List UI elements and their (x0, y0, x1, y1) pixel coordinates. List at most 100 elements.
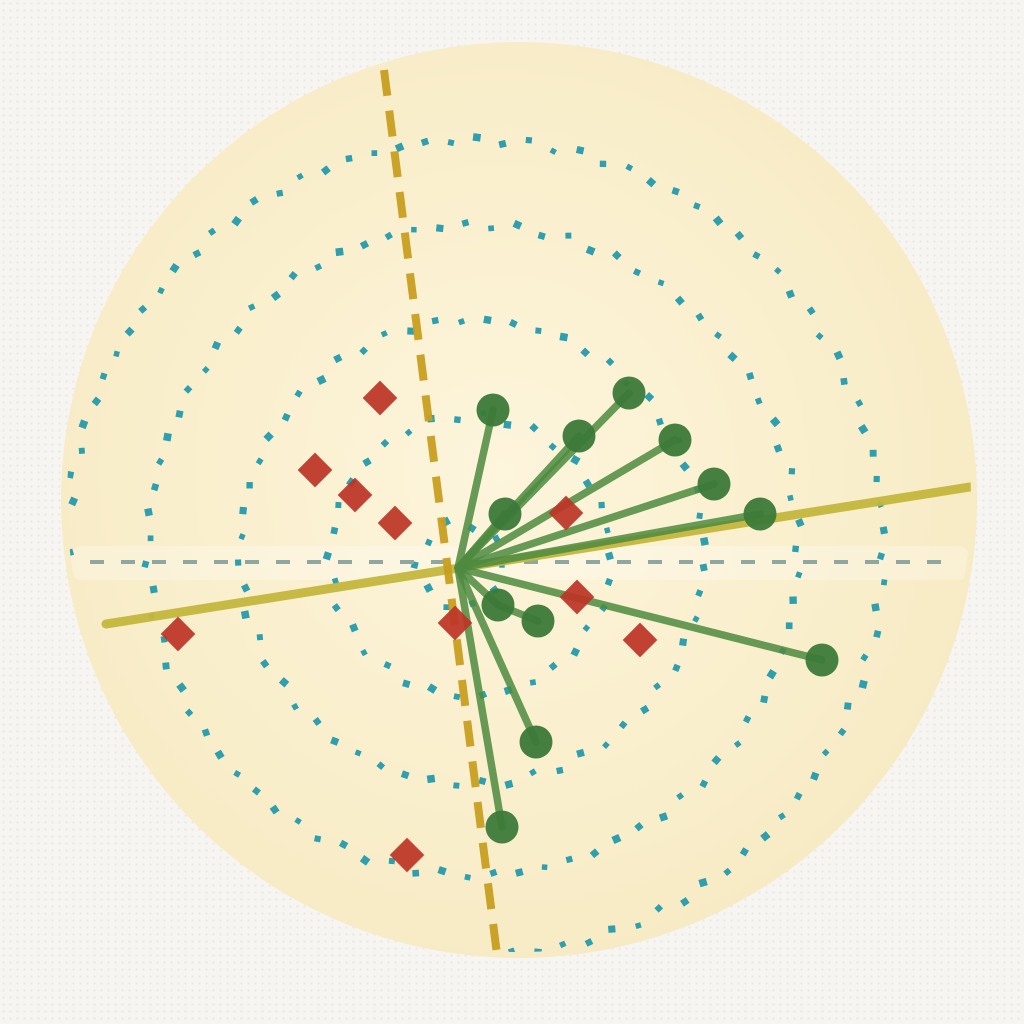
ring-dot (240, 583, 251, 593)
ring-dot (402, 679, 411, 689)
ring-dot (175, 409, 184, 419)
ring-dot (695, 589, 704, 598)
spoke-markers (476, 376, 839, 844)
ring-dot (653, 682, 662, 691)
spoke-marker (476, 393, 510, 427)
diamond-marker (337, 477, 373, 513)
ring-dot (860, 653, 869, 662)
ring-dot (787, 494, 794, 502)
ring-dot (582, 478, 593, 489)
ring-dot (423, 583, 434, 593)
ring-dot (529, 768, 537, 777)
ring-dot (773, 443, 783, 453)
spoke-marker (612, 376, 646, 410)
ring-dot (565, 232, 572, 239)
ring-dot (692, 615, 700, 623)
ring-dot (815, 332, 824, 341)
ring-dot (443, 604, 450, 611)
spoke-line (454, 564, 540, 746)
ring-dot (461, 218, 470, 227)
ring-dot (335, 247, 344, 257)
ring-dot (711, 755, 722, 766)
ring-dot (276, 189, 284, 197)
ring-dot (565, 855, 574, 864)
ring-dot (214, 749, 225, 760)
ring-dot (78, 419, 89, 430)
ring-dot (645, 177, 657, 188)
ring-dot (508, 319, 518, 328)
ring-dot (658, 812, 669, 822)
ring-dot (857, 423, 869, 435)
ring-dot (699, 536, 709, 546)
ring-dot (211, 340, 221, 351)
ring-dot (345, 154, 353, 163)
ring-dot (333, 353, 343, 364)
ring-dot (138, 304, 148, 314)
ring-dot (426, 774, 436, 784)
ring-dot (754, 397, 763, 405)
ring-dot (278, 677, 290, 688)
ring-dot (549, 147, 557, 155)
ring-dot (215, 864, 225, 875)
diamond-marker (362, 380, 398, 416)
ring-dot (169, 263, 180, 274)
ring-dot (234, 559, 242, 566)
ring-dot (201, 366, 210, 374)
ring-dot (533, 948, 542, 952)
ring-dot (447, 139, 455, 147)
ring-dot (99, 372, 108, 381)
ring-dot (873, 630, 882, 639)
plot-area (67, 69, 971, 952)
diamond-marker (559, 579, 595, 615)
ring-dot (258, 894, 268, 903)
ring-dot (157, 286, 165, 295)
ring-dot (760, 831, 771, 842)
ring-dot (603, 527, 611, 534)
ring-dot (247, 303, 256, 311)
ring-dot (207, 227, 217, 236)
ring-dot (752, 251, 761, 260)
ring-dot (785, 289, 795, 299)
ring-dot (426, 683, 438, 694)
radar-ring (234, 315, 709, 789)
ring-dot (93, 700, 101, 709)
ring-dot (330, 736, 340, 746)
ring-dot (696, 512, 704, 520)
ring-dot (873, 475, 880, 483)
ring-dot (163, 432, 172, 442)
ring-dot (674, 295, 685, 306)
diamond-marker (622, 622, 658, 658)
ring-dot (359, 855, 371, 866)
ring-dot (69, 625, 79, 635)
ring-dot (608, 925, 616, 933)
diamond-markers (160, 380, 658, 873)
ring-dot (871, 603, 880, 612)
ring-dot (512, 219, 523, 230)
ring-dot (604, 577, 613, 587)
ring-dot (712, 215, 724, 227)
ring-dot (821, 748, 830, 757)
ring-dot (589, 848, 600, 859)
diamond-marker (389, 837, 425, 873)
diamond-marker (548, 495, 584, 531)
diamond-marker (160, 616, 196, 652)
ring-dot (559, 332, 569, 342)
ring-dot (380, 438, 390, 448)
ring-dot (611, 833, 622, 844)
ring-dot (424, 538, 433, 547)
ring-dot (575, 145, 585, 155)
ring-dot (537, 231, 546, 241)
ring-dot (453, 782, 460, 789)
ring-dot (338, 839, 349, 850)
spoke-line (454, 564, 506, 831)
ring-dot (498, 139, 507, 149)
ring-dot (362, 457, 372, 467)
ring-dot (281, 904, 292, 915)
ring-dot (406, 944, 413, 951)
ring-dot (699, 779, 709, 789)
ring-dot (359, 240, 370, 250)
ring-dot (77, 650, 87, 660)
ring-dot (156, 457, 165, 466)
ring-dot (124, 326, 135, 337)
spoke-line (454, 510, 764, 572)
